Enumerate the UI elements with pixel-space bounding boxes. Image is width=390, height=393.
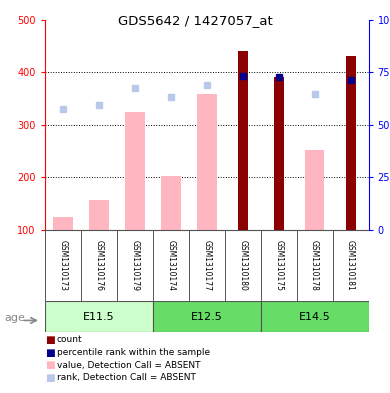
Text: GSM1310173: GSM1310173 (58, 240, 67, 291)
Text: GDS5642 / 1427057_at: GDS5642 / 1427057_at (118, 14, 272, 27)
Bar (53, 217, 73, 230)
Text: GSM1310176: GSM1310176 (94, 240, 103, 291)
Text: GSM1310179: GSM1310179 (130, 240, 139, 291)
Bar (161, 176, 181, 230)
Text: percentile rank within the sample: percentile rank within the sample (57, 348, 210, 357)
Bar (45, 301, 153, 332)
Text: GSM1310178: GSM1310178 (310, 240, 319, 291)
Text: age: age (4, 312, 25, 323)
Text: GSM1310180: GSM1310180 (238, 240, 247, 291)
Bar (274, 77, 284, 230)
Text: GSM1310175: GSM1310175 (274, 240, 283, 291)
Text: value, Detection Call = ABSENT: value, Detection Call = ABSENT (57, 361, 200, 369)
Text: GSM1310177: GSM1310177 (202, 240, 211, 291)
Text: E14.5: E14.5 (299, 312, 330, 322)
Bar (89, 200, 109, 230)
Text: count: count (57, 336, 82, 344)
Text: ■: ■ (45, 335, 55, 345)
Text: rank, Detection Call = ABSENT: rank, Detection Call = ABSENT (57, 373, 195, 382)
Bar (197, 94, 216, 230)
Text: ■: ■ (45, 373, 55, 383)
Text: E12.5: E12.5 (191, 312, 223, 322)
Bar (125, 112, 145, 230)
Text: ■: ■ (45, 347, 55, 358)
Text: ■: ■ (45, 360, 55, 370)
Bar (261, 301, 369, 332)
Text: GSM1310181: GSM1310181 (346, 240, 355, 291)
Bar (238, 51, 248, 230)
Text: GSM1310174: GSM1310174 (166, 240, 175, 291)
Bar (305, 150, 324, 230)
Text: E11.5: E11.5 (83, 312, 115, 322)
Bar (153, 301, 261, 332)
Bar (346, 57, 356, 230)
